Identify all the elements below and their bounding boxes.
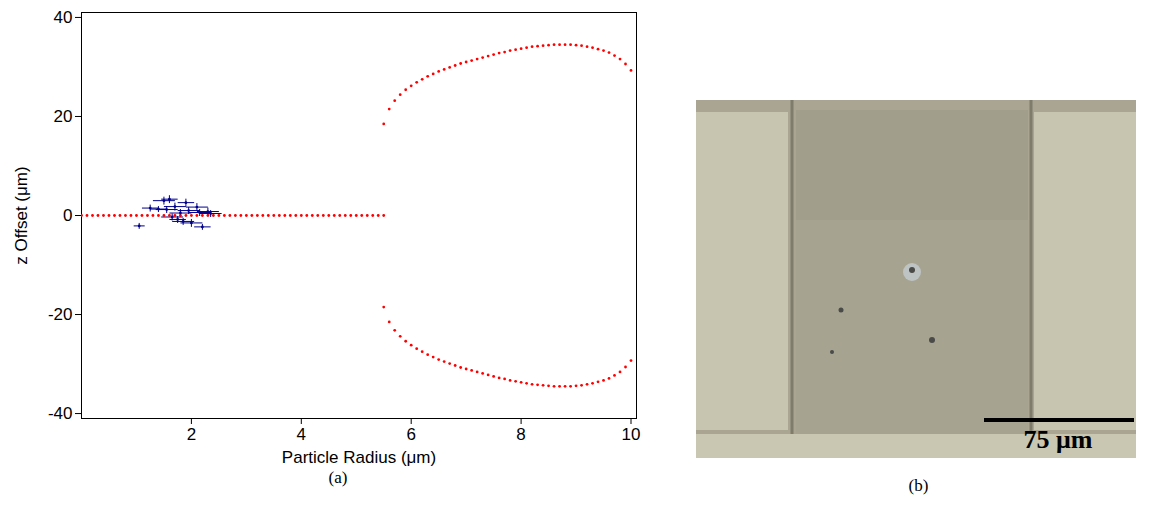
svg-text:6: 6 <box>406 425 415 444</box>
svg-text:75 μm: 75 μm <box>1024 425 1093 454</box>
svg-text:-40: -40 <box>48 404 73 423</box>
svg-text:40: 40 <box>54 8 73 27</box>
svg-text:0: 0 <box>63 206 72 225</box>
html-text:(b): (b) <box>908 476 929 495</box>
svg-text:10: 10 <box>622 425 641 444</box>
svg-text:Particle Radius (μm): Particle Radius (μm) <box>282 448 436 467</box>
html-text:(a): (a) <box>328 468 348 487</box>
svg-text:-20: -20 <box>48 305 73 324</box>
svg-text:20: 20 <box>54 107 73 126</box>
svg-text:z Offset (μm): z Offset (μm) <box>12 166 31 264</box>
svg-text:4: 4 <box>297 425 306 444</box>
svg-text:2: 2 <box>187 425 196 444</box>
svg-text:8: 8 <box>516 425 525 444</box>
